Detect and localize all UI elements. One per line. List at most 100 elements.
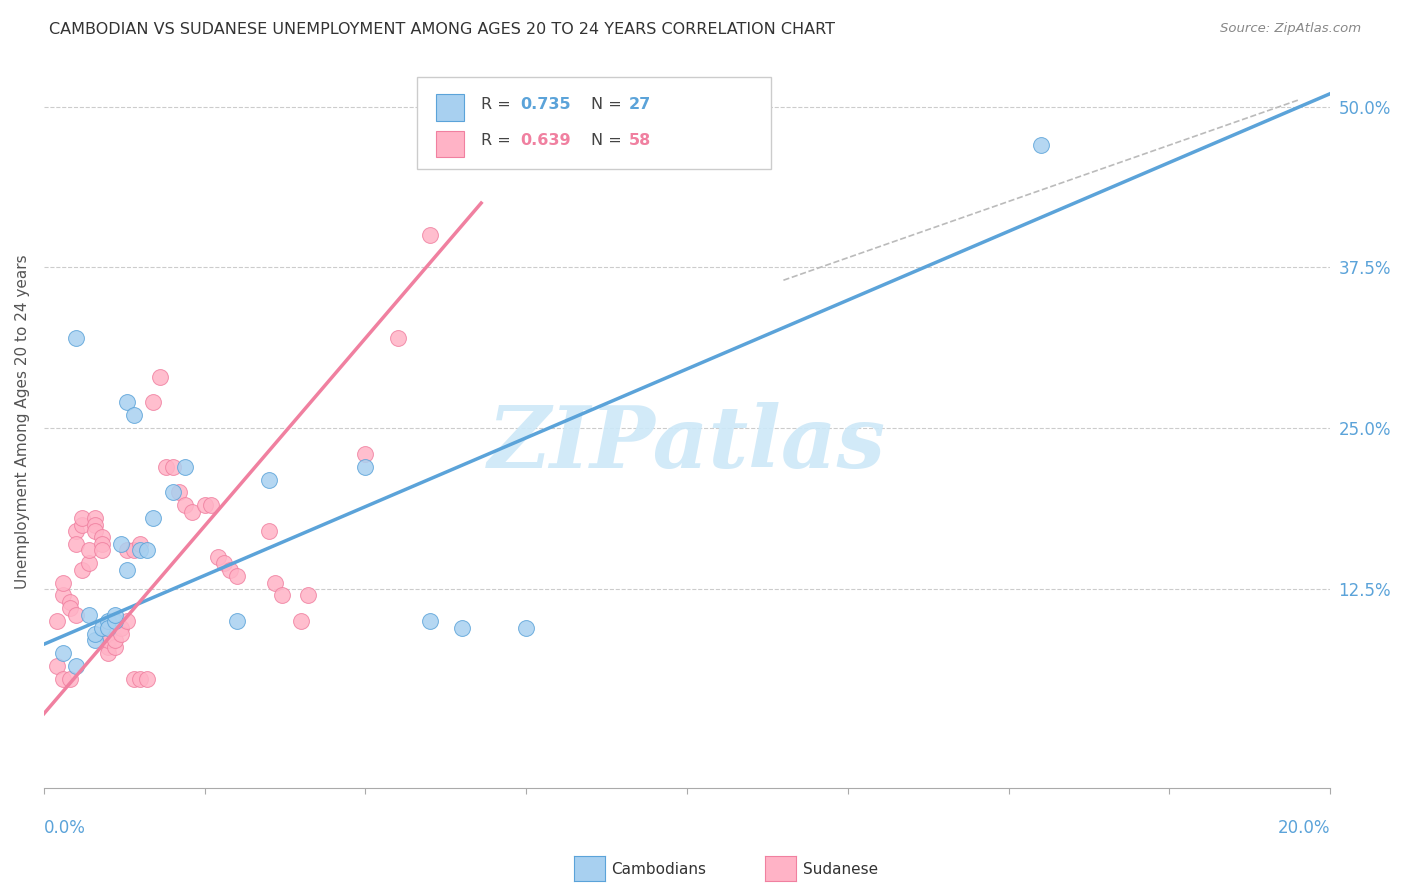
Point xyxy=(135,672,157,686)
Text: 0.0%: 0.0% xyxy=(44,819,86,837)
Point xyxy=(97,640,120,654)
Point xyxy=(149,369,172,384)
Point xyxy=(59,595,82,609)
Point xyxy=(200,499,222,513)
Point xyxy=(212,556,235,570)
Point xyxy=(264,575,287,590)
Point xyxy=(225,614,247,628)
FancyBboxPatch shape xyxy=(436,95,464,120)
Point xyxy=(59,601,82,615)
Point xyxy=(257,524,280,538)
Point xyxy=(117,395,139,409)
Point xyxy=(174,459,197,474)
Point xyxy=(65,659,87,673)
Point xyxy=(97,621,120,635)
Point xyxy=(387,331,409,345)
Point xyxy=(52,575,75,590)
Point xyxy=(90,621,112,635)
Text: 0.735: 0.735 xyxy=(520,96,571,112)
Point xyxy=(72,517,94,532)
Point xyxy=(1029,138,1052,153)
Point xyxy=(97,614,120,628)
Text: 58: 58 xyxy=(628,134,651,148)
Point xyxy=(129,537,152,551)
Point xyxy=(104,614,127,628)
Point xyxy=(162,459,184,474)
Point xyxy=(90,531,112,545)
Point xyxy=(110,621,132,635)
Text: 0.639: 0.639 xyxy=(520,134,571,148)
Point xyxy=(65,607,87,622)
Point xyxy=(174,499,197,513)
Point xyxy=(104,607,127,622)
Point xyxy=(110,627,132,641)
Point xyxy=(84,627,107,641)
Point xyxy=(97,646,120,660)
Point xyxy=(290,614,312,628)
Point xyxy=(419,228,441,243)
Point xyxy=(270,588,292,602)
Point xyxy=(90,537,112,551)
Point xyxy=(117,614,139,628)
Text: N =: N = xyxy=(591,96,627,112)
Point xyxy=(72,511,94,525)
Text: 27: 27 xyxy=(628,96,651,112)
Point xyxy=(142,395,165,409)
Point xyxy=(354,447,377,461)
Point xyxy=(451,621,474,635)
Point xyxy=(52,588,75,602)
Y-axis label: Unemployment Among Ages 20 to 24 years: Unemployment Among Ages 20 to 24 years xyxy=(15,254,30,589)
Point xyxy=(65,524,87,538)
Point xyxy=(97,633,120,648)
Point xyxy=(194,499,217,513)
Point xyxy=(142,511,165,525)
Point xyxy=(155,459,177,474)
Text: ZIPatlas: ZIPatlas xyxy=(488,402,886,485)
Point xyxy=(167,485,190,500)
Point xyxy=(354,459,377,474)
Text: R =: R = xyxy=(481,134,516,148)
Text: 20.0%: 20.0% xyxy=(1278,819,1330,837)
Text: Sudanese: Sudanese xyxy=(803,863,877,877)
Text: N =: N = xyxy=(591,134,627,148)
Point xyxy=(65,331,87,345)
Point xyxy=(122,543,145,558)
Point xyxy=(180,505,202,519)
Point xyxy=(162,485,184,500)
Text: R =: R = xyxy=(481,96,516,112)
Point xyxy=(59,672,82,686)
Text: Cambodians: Cambodians xyxy=(612,863,707,877)
Point xyxy=(129,672,152,686)
Point xyxy=(45,614,67,628)
FancyBboxPatch shape xyxy=(436,131,464,157)
Point xyxy=(122,672,145,686)
Point xyxy=(135,543,157,558)
Point xyxy=(90,543,112,558)
Point xyxy=(77,543,100,558)
Point xyxy=(97,627,120,641)
Point xyxy=(45,659,67,673)
Point xyxy=(84,511,107,525)
Point xyxy=(52,646,75,660)
Point xyxy=(117,563,139,577)
Point xyxy=(219,563,242,577)
Point xyxy=(297,588,319,602)
Point xyxy=(129,543,152,558)
Point xyxy=(52,672,75,686)
Point xyxy=(117,543,139,558)
Point xyxy=(419,614,441,628)
FancyBboxPatch shape xyxy=(416,77,770,169)
Point xyxy=(77,556,100,570)
Point xyxy=(104,633,127,648)
Point xyxy=(257,473,280,487)
Point xyxy=(84,633,107,648)
Point xyxy=(84,524,107,538)
Point xyxy=(122,409,145,423)
Point xyxy=(72,563,94,577)
Point xyxy=(225,569,247,583)
Point xyxy=(110,537,132,551)
Point xyxy=(104,640,127,654)
Point xyxy=(77,607,100,622)
Point xyxy=(515,621,537,635)
Text: Source: ZipAtlas.com: Source: ZipAtlas.com xyxy=(1220,22,1361,36)
